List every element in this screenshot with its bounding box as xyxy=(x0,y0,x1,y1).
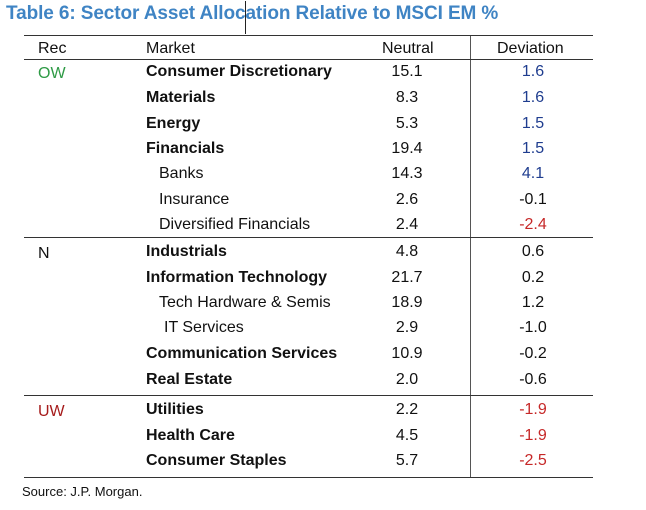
neutral-value: 4.5 xyxy=(395,427,419,444)
neutral-value: 2.4 xyxy=(395,216,419,233)
column-divider xyxy=(470,36,471,477)
header-neutral: Neutral xyxy=(382,40,434,57)
bottom-rule xyxy=(24,477,593,478)
deviation-value: 1.5 xyxy=(521,140,545,157)
deviation-value: 1.5 xyxy=(521,115,545,132)
table-title: Table 6: Sector Asset Allocation Relativ… xyxy=(6,3,499,24)
neutral-value: 2.0 xyxy=(395,371,419,388)
market-name: Energy xyxy=(146,115,201,132)
deviation-value: 0.2 xyxy=(521,269,545,286)
neutral-value: 19.4 xyxy=(391,140,423,157)
market-name: Consumer Discretionary xyxy=(146,63,332,80)
neutral-value: 4.8 xyxy=(395,243,419,260)
market-name: Communication Services xyxy=(146,345,338,362)
market-name: Tech Hardware & Semis xyxy=(159,294,331,311)
market-name: Consumer Staples xyxy=(146,452,287,469)
rec-label: UW xyxy=(38,403,65,420)
market-name: Health Care xyxy=(146,427,235,444)
neutral-value: 15.1 xyxy=(391,63,423,80)
text-cursor xyxy=(245,1,246,34)
deviation-value: -0.2 xyxy=(519,345,547,362)
neutral-value: 2.9 xyxy=(395,319,419,336)
neutral-value: 21.7 xyxy=(391,269,423,286)
header-deviation: Deviation xyxy=(497,40,564,57)
market-name: Banks xyxy=(159,165,204,182)
deviation-value: -2.4 xyxy=(519,216,547,233)
deviation-value: -0.6 xyxy=(519,371,547,388)
source-note: Source: J.P. Morgan. xyxy=(22,484,143,499)
group-rule xyxy=(24,237,593,238)
deviation-value: -1.0 xyxy=(519,319,547,336)
neutral-value: 2.6 xyxy=(395,191,419,208)
market-name: Information Technology xyxy=(146,269,328,286)
deviation-value: 0.6 xyxy=(521,243,545,260)
neutral-value: 2.2 xyxy=(395,401,419,418)
deviation-value: -2.5 xyxy=(519,452,547,469)
rec-label: N xyxy=(38,245,50,262)
neutral-value: 18.9 xyxy=(391,294,423,311)
deviation-value: -0.1 xyxy=(519,191,547,208)
neutral-value: 10.9 xyxy=(391,345,423,362)
market-name: IT Services xyxy=(164,319,244,336)
top-rule xyxy=(24,35,593,36)
deviation-value: 1.6 xyxy=(521,89,545,106)
market-name: Financials xyxy=(146,140,225,157)
market-name: Insurance xyxy=(159,191,230,208)
deviation-value: 1.2 xyxy=(521,294,545,311)
neutral-value: 5.7 xyxy=(395,452,419,469)
market-name: Industrials xyxy=(146,243,227,260)
market-name: Utilities xyxy=(146,401,204,418)
deviation-value: -1.9 xyxy=(519,427,547,444)
deviation-value: 4.1 xyxy=(521,165,545,182)
neutral-value: 8.3 xyxy=(395,89,419,106)
market-name: Diversified Financials xyxy=(159,216,311,233)
header-rule xyxy=(24,59,593,60)
market-name: Materials xyxy=(146,89,216,106)
header-rec: Rec xyxy=(38,40,67,57)
neutral-value: 14.3 xyxy=(391,165,423,182)
market-name: Real Estate xyxy=(146,371,233,388)
deviation-value: -1.9 xyxy=(519,401,547,418)
deviation-value: 1.6 xyxy=(521,63,545,80)
header-market: Market xyxy=(146,40,195,57)
neutral-value: 5.3 xyxy=(395,115,419,132)
group-rule xyxy=(24,395,593,396)
rec-label: OW xyxy=(38,65,66,82)
